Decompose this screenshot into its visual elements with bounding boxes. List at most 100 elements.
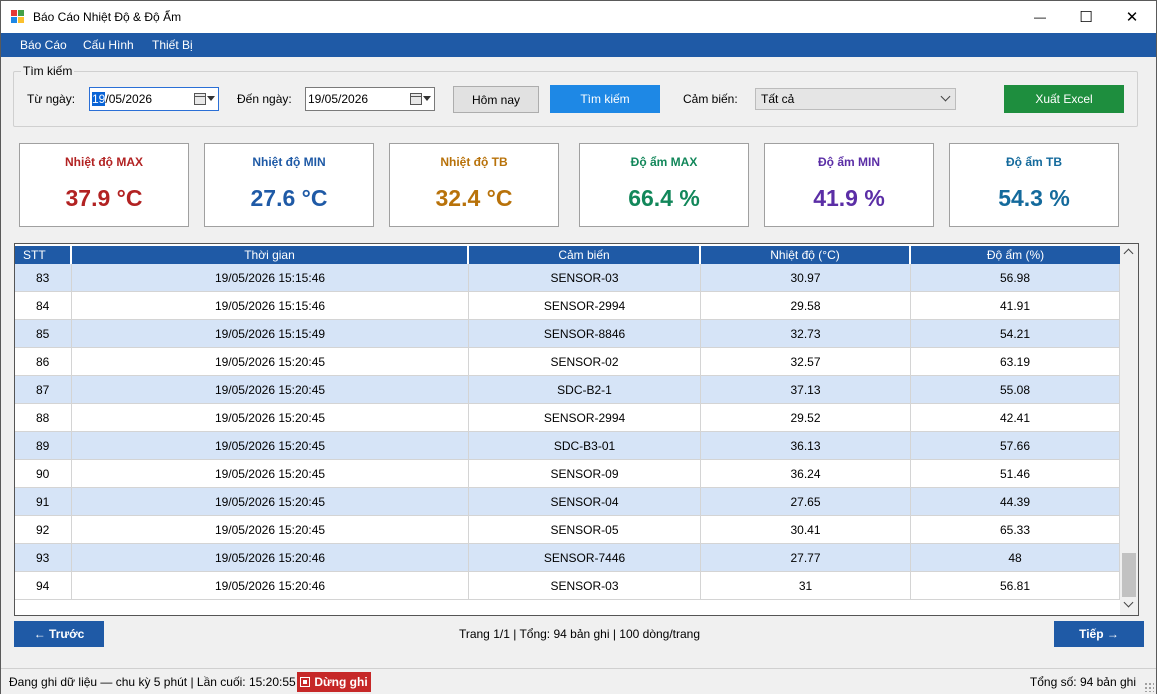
from-date-rest: /05/2026 xyxy=(105,92,153,106)
table-row[interactable]: 93 19/05/2026 15:20:46 SENSOR-7446 27.77 48 xyxy=(15,544,1120,572)
cell-sensor: SENSOR-2994 xyxy=(469,292,701,320)
column-header-temperature[interactable]: Nhiệt độ (°C) xyxy=(701,246,911,264)
vertical-scrollbar[interactable] xyxy=(1120,244,1138,615)
cell-humidity: 56.98 xyxy=(911,264,1120,292)
card-value: 37.9 °C xyxy=(65,185,143,211)
cell-sensor: SENSOR-03 xyxy=(469,264,701,292)
prev-page-button[interactable]: ← Trước xyxy=(14,621,104,647)
scroll-down-icon[interactable] xyxy=(1123,597,1134,608)
maximize-icon: ☐ xyxy=(1079,9,1093,26)
resize-grip-icon[interactable] xyxy=(1144,682,1154,692)
cell-temperature: 29.58 xyxy=(701,292,911,320)
stop-recording-button[interactable]: Dừng ghi xyxy=(297,672,371,692)
cell-humidity: 65.33 xyxy=(911,516,1120,544)
table-row[interactable]: 92 19/05/2026 15:20:45 SENSOR-05 30.41 65.33 xyxy=(15,516,1120,544)
card-value: 66.4 % xyxy=(628,185,700,211)
dropdown-arrow-icon[interactable] xyxy=(423,96,431,101)
table-row[interactable]: 90 19/05/2026 15:20:45 SENSOR-09 36.24 51.46 xyxy=(15,460,1120,488)
dropdown-arrow-icon[interactable] xyxy=(207,96,215,101)
close-button[interactable]: ✕ xyxy=(1109,1,1155,33)
table-row[interactable]: 84 19/05/2026 15:15:46 SENSOR-2994 29.58 41.… xyxy=(15,292,1120,320)
card-title: Độ ẩm MIN xyxy=(817,155,880,169)
export-excel-button[interactable]: Xuất Excel xyxy=(1004,85,1124,113)
scroll-thumb[interactable] xyxy=(1122,553,1136,597)
cell-temperature: 31 xyxy=(701,572,911,600)
card-temp-max: Nhiệt độ MAX 37.9 °C xyxy=(19,143,189,227)
minimize-icon: — xyxy=(1034,10,1046,24)
table-row[interactable]: 83 19/05/2026 15:15:46 SENSOR-03 30.97 56.98 xyxy=(15,264,1120,292)
cell-humidity: 63.19 xyxy=(911,348,1120,376)
cell-temperature: 37.13 xyxy=(701,376,911,404)
cell-stt: 88 xyxy=(15,404,72,432)
cell-humidity: 48 xyxy=(911,544,1120,572)
grid-header: STT Thời gian Cảm biến Nhiệt độ (°C) Độ … xyxy=(15,246,1120,264)
calendar-icon[interactable] xyxy=(194,93,206,105)
close-icon: ✕ xyxy=(1125,9,1139,26)
column-header-sensor[interactable]: Cảm biến xyxy=(469,246,701,264)
today-button[interactable]: Hôm nay xyxy=(453,86,539,113)
sensor-select[interactable]: Tất cả xyxy=(755,88,956,110)
menu-cau-hinh[interactable]: Cấu Hình xyxy=(83,38,134,52)
cell-humidity: 44.39 xyxy=(911,488,1120,516)
cell-stt: 86 xyxy=(15,348,72,376)
data-grid[interactable]: STT Thời gian Cảm biến Nhiệt độ (°C) Độ … xyxy=(14,243,1139,616)
to-date-label: Đến ngày: xyxy=(237,92,292,106)
cell-humidity: 41.91 xyxy=(911,292,1120,320)
cell-stt: 91 xyxy=(15,488,72,516)
card-temp-avg: Nhiệt độ TB 32.4 °C xyxy=(389,143,559,227)
column-header-stt[interactable]: STT xyxy=(15,246,72,264)
cell-time: 19/05/2026 15:20:45 xyxy=(72,460,469,488)
table-row[interactable]: 85 19/05/2026 15:15:49 SENSOR-8846 32.73 54.… xyxy=(15,320,1120,348)
cell-humidity: 57.66 xyxy=(911,432,1120,460)
sensor-label: Cảm biến: xyxy=(683,92,738,106)
column-header-humidity[interactable]: Độ ẩm (%) xyxy=(986,248,1045,262)
cell-stt: 92 xyxy=(15,516,72,544)
app-icon xyxy=(11,10,25,24)
cell-temperature: 30.97 xyxy=(701,264,911,292)
cell-humidity: 56.81 xyxy=(911,572,1120,600)
search-group xyxy=(13,71,1138,127)
table-row[interactable]: 91 19/05/2026 15:20:45 SENSOR-04 27.65 44.39 xyxy=(15,488,1120,516)
cell-stt: 89 xyxy=(15,432,72,460)
cell-time: 19/05/2026 15:20:45 xyxy=(72,488,469,516)
menu-bao-cao[interactable]: Báo Cáo xyxy=(20,38,67,52)
chevron-down-icon xyxy=(940,91,951,102)
search-button[interactable]: Tìm kiếm xyxy=(550,85,660,113)
calendar-icon[interactable] xyxy=(410,93,422,105)
scroll-up-icon[interactable] xyxy=(1123,248,1134,259)
cell-humidity: 55.08 xyxy=(911,376,1120,404)
cell-humidity: 51.46 xyxy=(911,460,1120,488)
cell-humidity: 42.41 xyxy=(911,404,1120,432)
to-date-picker[interactable]: 19/05/2026 xyxy=(305,87,435,111)
cell-time: 19/05/2026 15:20:45 xyxy=(72,376,469,404)
cell-time: 19/05/2026 15:15:49 xyxy=(72,320,469,348)
maximize-button[interactable]: ☐ xyxy=(1063,1,1109,33)
table-row[interactable]: 88 19/05/2026 15:20:45 SENSOR-2994 29.52 42.… xyxy=(15,404,1120,432)
table-row[interactable]: 89 19/05/2026 15:20:45 SDC-B3-01 36.13 57.66 xyxy=(15,432,1120,460)
cell-temperature: 32.57 xyxy=(701,348,911,376)
card-title: Nhiệt độ MAX xyxy=(65,155,143,169)
minimize-button[interactable]: — xyxy=(1017,1,1063,33)
table-row[interactable]: 87 19/05/2026 15:20:45 SDC-B2-1 37.13 55.08 xyxy=(15,376,1120,404)
pager-info: Trang 1/1 | Tổng: 94 bản ghi | 100 dòng/… xyxy=(458,627,701,641)
recording-status: Đang ghi dữ liệu — chu kỳ 5 phút | Lần c… xyxy=(9,675,296,689)
from-date-picker[interactable]: 19/05/2026 xyxy=(89,87,219,111)
total-records: Tổng số: 94 bản ghi xyxy=(1029,675,1136,689)
cell-temperature: 29.52 xyxy=(701,404,911,432)
menu-thiet-bi[interactable]: Thiết Bị xyxy=(152,38,193,52)
column-header-time[interactable]: Thời gian xyxy=(72,246,469,264)
sensor-select-value: Tất cả xyxy=(761,92,795,106)
search-group-legend: Tìm kiếm xyxy=(21,64,75,78)
window-title: Báo Cáo Nhiệt Độ & Độ Ẩm xyxy=(33,10,182,24)
card-temp-min: Nhiệt độ MIN 27.6 °C xyxy=(204,143,374,227)
cell-temperature: 27.77 xyxy=(701,544,911,572)
cell-stt: 87 xyxy=(15,376,72,404)
table-row[interactable]: 86 19/05/2026 15:20:45 SENSOR-02 32.57 63.19 xyxy=(15,348,1120,376)
card-value: 32.4 °C xyxy=(435,185,513,211)
cell-temperature: 30.41 xyxy=(701,516,911,544)
next-page-button[interactable]: Tiếp → xyxy=(1054,621,1144,647)
table-row[interactable]: 94 19/05/2026 15:20:46 SENSOR-03 31 56.81 xyxy=(15,572,1120,600)
to-date-value: 19/05/2026 xyxy=(308,92,369,106)
status-bar: Đang ghi dữ liệu — chu kỳ 5 phút | Lần c… xyxy=(1,668,1156,694)
